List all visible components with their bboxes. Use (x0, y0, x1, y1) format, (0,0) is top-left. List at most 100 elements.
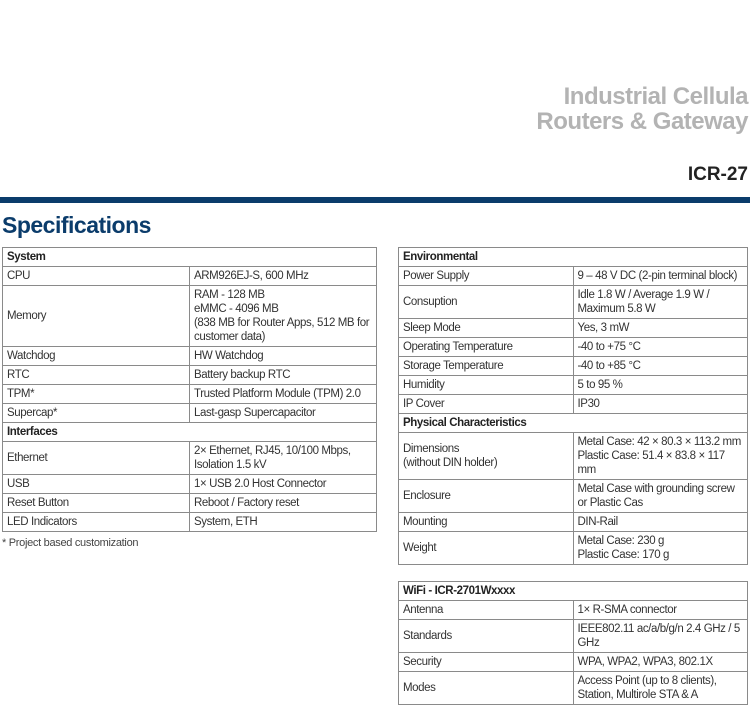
spec-value-line: ARM926EJ-S, 600 MHz (194, 270, 309, 282)
spec-value-line: System, ETH (194, 516, 258, 528)
spec-label: Watchdog (2, 346, 190, 366)
system-interfaces-table: System CPU ARM926EJ-S, 600 MHz Memory RAM - … (2, 247, 377, 532)
section-header-row: System (2, 247, 377, 267)
brochure-title-line1: Industrial Cellula (563, 83, 749, 110)
spec-label: RTC (2, 365, 190, 385)
spec-value: IEEE802.11 ac/a/b/g/n 2.4 GHz / 5 GHz (572, 619, 748, 653)
spec-label: CPU (2, 266, 190, 286)
spec-value-line: 2× Ethernet, RJ45, 10/100 Mbps, Isolatio… (194, 445, 351, 471)
spec-label-line: CPU (7, 270, 31, 282)
spec-label: Reset Button (2, 493, 190, 513)
spec-value: 9 – 48 V DC (2-pin terminal block) (572, 266, 748, 286)
spec-value: Reboot / Factory reset (189, 493, 377, 513)
spec-label: Ethernet (2, 441, 190, 475)
spec-value: 1× R-SMA connector (572, 600, 748, 620)
spec-value-line: Metal Case: 230 g (577, 535, 665, 547)
header-divider (0, 197, 750, 203)
spec-label: USB (2, 474, 190, 494)
spec-value-line: IEEE802.11 ac/a/b/g/n 2.4 GHz / 5 GHz (577, 623, 741, 649)
footnote: * Project based customization (2, 537, 139, 549)
wifi-table: WiFi - ICR-2701Wxxxx Antenna 1× R-SMA conn… (398, 581, 748, 705)
table-row: Reset Button Reboot / Factory reset (2, 493, 377, 513)
section-header: System (2, 247, 377, 267)
spec-label-line: Standards (403, 630, 452, 642)
spec-label: IP Cover (398, 394, 574, 414)
table-row: Memory RAM - 128 MB eMMC - 4096 MB (838 MB … (2, 285, 377, 347)
table-row: Antenna 1× R-SMA connector (398, 600, 748, 620)
spec-label-line: IP Cover (403, 398, 445, 410)
spec-label-line: RTC (7, 369, 30, 381)
spec-label: TPM* (2, 384, 190, 404)
section-header-row: WiFi - ICR-2701Wxxxx (398, 581, 748, 601)
spec-value: Last-gasp Supercapacitor (189, 403, 377, 423)
spec-value: -40 to +85 °C (572, 356, 748, 376)
table-row: Security WPA, WPA2, WPA3, 802.1X (398, 652, 748, 672)
spec-value-line: Reboot / Factory reset (194, 497, 299, 509)
spec-value: 1× USB 2.0 Host Connector (189, 474, 377, 494)
spec-value: WPA, WPA2, WPA3, 802.1X (572, 652, 748, 672)
spec-label-line: Watchdog (7, 350, 56, 362)
table-row: Mounting DIN-Rail (398, 512, 748, 532)
section-header-row: Interfaces (2, 422, 377, 442)
section-header-row: Physical Characteristics (398, 413, 748, 433)
spec-label: Power Supply (398, 266, 574, 286)
spec-label-line: Weight (403, 542, 437, 554)
spec-value: Metal Case with grounding screw or Plast… (572, 479, 748, 513)
table-row: Weight Metal Case: 230 g Plastic Case: 170… (398, 531, 748, 565)
spec-label-line: (without DIN holder) (403, 457, 498, 469)
spec-label: Consuption (398, 285, 574, 319)
spec-label: Enclosure (398, 479, 574, 513)
spec-label-line: Humidity (403, 379, 445, 391)
section-header: Physical Characteristics (398, 413, 748, 433)
spec-label-line: Security (403, 656, 442, 668)
spec-label: LED Indicators (2, 512, 190, 532)
spec-label: Humidity (398, 375, 574, 395)
spec-value-line: Idle 1.8 W / Average 1.9 W / Maximum 5.8… (577, 289, 710, 315)
spec-value-line: RAM - 128 MB (194, 289, 265, 301)
spec-value-line: IP30 (577, 398, 600, 410)
section-title: Specifications (2, 212, 151, 238)
spec-label: Antenna (398, 600, 574, 620)
table-row: Storage Temperature -40 to +85 °C (398, 356, 748, 376)
spec-value: Metal Case: 230 g Plastic Case: 170 g (572, 531, 748, 565)
spec-value-line: Metal Case: 42 × 80.3 × 113.2 mm (577, 436, 742, 448)
spec-value-line: Plastic Case: 51.4 × 83.8 × 117 mm (577, 450, 726, 476)
spec-label-line: Memory (7, 310, 47, 322)
spec-label: Supercap* (2, 403, 190, 423)
table-row: TPM* Trusted Platform Module (TPM) 2.0 (2, 384, 377, 404)
spec-value: Metal Case: 42 × 80.3 × 113.2 mm Plastic … (572, 432, 748, 480)
table-row: CPU ARM926EJ-S, 600 MHz (2, 266, 377, 286)
spec-value: Access Point (up to 8 clients), Station,… (572, 671, 748, 705)
spec-value-line: 1× R-SMA connector (577, 604, 678, 616)
spec-value-line: Yes, 3 mW (577, 322, 630, 334)
spec-label-line: Sleep Mode (403, 322, 461, 334)
table-row: Ethernet 2× Ethernet, RJ45, 10/100 Mbps, … (2, 441, 377, 475)
spec-value-line: Plastic Case: 170 g (577, 549, 670, 561)
table-row: Humidity 5 to 95 % (398, 375, 748, 395)
spec-label: Mounting (398, 512, 574, 532)
spec-label-line: TPM* (7, 388, 35, 400)
spec-label-line: Supercap* (7, 407, 58, 419)
spec-value: RAM - 128 MB eMMC - 4096 MB (838 MB for Ro… (189, 285, 377, 347)
spec-value-line: 1× USB 2.0 Host Connector (194, 478, 327, 490)
spec-label-line: Consuption (403, 296, 458, 308)
table-row: RTC Battery backup RTC (2, 365, 377, 385)
spec-value: IP30 (572, 394, 748, 414)
spec-value-line: Trusted Platform Module (TPM) 2.0 (194, 388, 361, 400)
spec-label-line: Modes (403, 682, 436, 694)
spec-label: Operating Temperature (398, 337, 574, 357)
table-row: Dimensions (without DIN holder) Metal Case… (398, 432, 748, 480)
left-column: System CPU ARM926EJ-S, 600 MHz Memory RAM - … (2, 247, 377, 550)
brochure-title-line2: Routers & Gateway (536, 108, 748, 135)
spec-value-line: (838 MB for Router Apps, 512 MB for cust… (194, 317, 370, 343)
table-row: Supercap* Last-gasp Supercapacitor (2, 403, 377, 423)
spec-label: Storage Temperature (398, 356, 574, 376)
table-row: Operating Temperature -40 to +75 °C (398, 337, 748, 357)
table-row: Power Supply 9 – 48 V DC (2-pin terminal … (398, 266, 748, 286)
spec-label-line: Dimensions (403, 443, 460, 455)
spec-value-line: DIN-Rail (577, 516, 619, 528)
spec-value-line: Access Point (up to 8 clients), Station,… (577, 675, 717, 701)
spec-value-line: 5 to 95 % (577, 379, 623, 391)
table-row: Modes Access Point (up to 8 clients), Sta… (398, 671, 748, 705)
spec-value: -40 to +75 °C (572, 337, 748, 357)
